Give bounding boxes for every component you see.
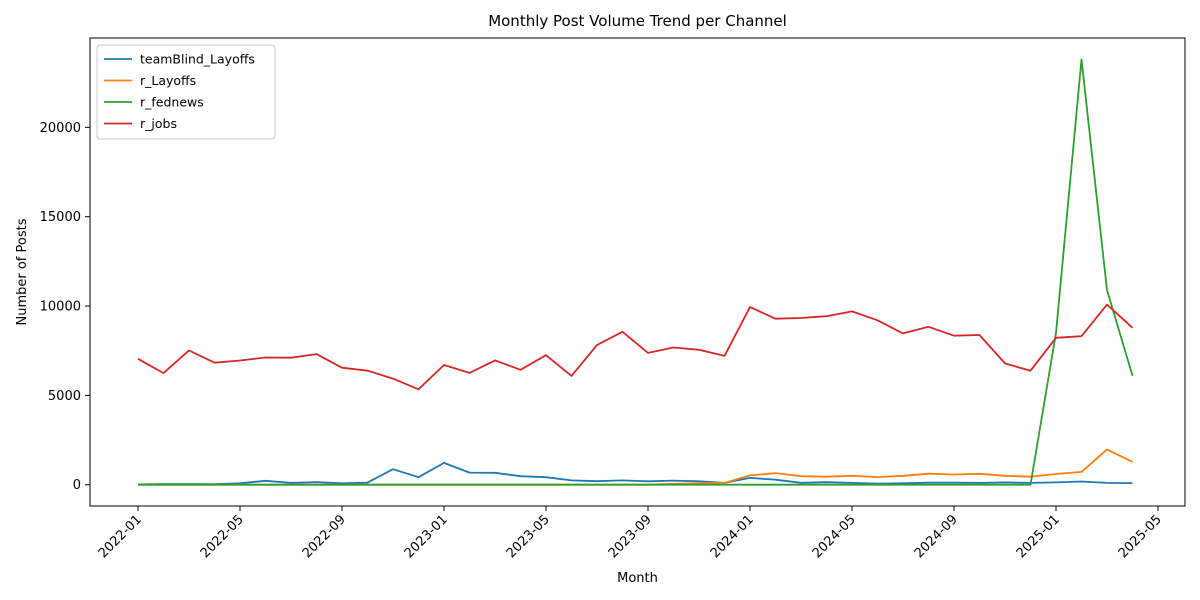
series-line-r_fednews <box>138 58 1134 486</box>
x-tick-label: 2023-09 <box>606 512 655 561</box>
y-axis: 0 5000 10000 15000 20000 <box>40 121 90 493</box>
x-tick-label: 2025-05 <box>1116 512 1165 561</box>
y-tick-label: 0 <box>73 478 81 493</box>
y-tick-label: 20000 <box>40 121 81 136</box>
plot-area <box>137 58 1134 486</box>
x-tick-label: 2022-01 <box>96 512 145 561</box>
legend-label-teamBlind_Layoffs: teamBlind_Layoffs <box>140 52 255 67</box>
legend-label-r_Layoffs: r_Layoffs <box>140 73 196 88</box>
x-tick-label: 2022-09 <box>300 512 349 561</box>
y-axis-label: Number of Posts <box>15 218 30 325</box>
axes-frame <box>89 37 1186 507</box>
x-tick-label: 2022-05 <box>198 512 247 561</box>
x-tick-label: 2024-09 <box>912 512 961 561</box>
legend-box <box>96 44 276 140</box>
series-line-r_Layoffs <box>138 448 1133 486</box>
x-tick-label: 2025-01 <box>1014 512 1063 561</box>
y-tick-label: 10000 <box>40 300 81 315</box>
legend: teamBlind_Layoffs r_Layoffs r_fednews r_job… <box>96 44 276 140</box>
series-line-teamBlind_Layoffs <box>137 461 1133 486</box>
x-tick-label: 2024-01 <box>708 512 757 561</box>
legend-label-r_fednews: r_fednews <box>140 95 204 110</box>
legend-label-r_jobs: r_jobs <box>140 116 177 131</box>
series-line-r_jobs <box>137 303 1134 391</box>
x-tick-label: 2023-05 <box>504 512 553 561</box>
x-axis-label: Month <box>617 571 658 586</box>
chart-title: Monthly Post Volume Trend per Channel <box>488 12 787 30</box>
x-tick-label: 2024-05 <box>810 512 859 561</box>
y-tick-label: 5000 <box>48 389 81 404</box>
x-tick-label: 2023-01 <box>402 512 451 561</box>
x-axis: 2022-01 2022-05 2022-09 2023-01 2023-05 2023-… <box>96 506 1165 561</box>
y-tick-label: 15000 <box>40 210 81 225</box>
